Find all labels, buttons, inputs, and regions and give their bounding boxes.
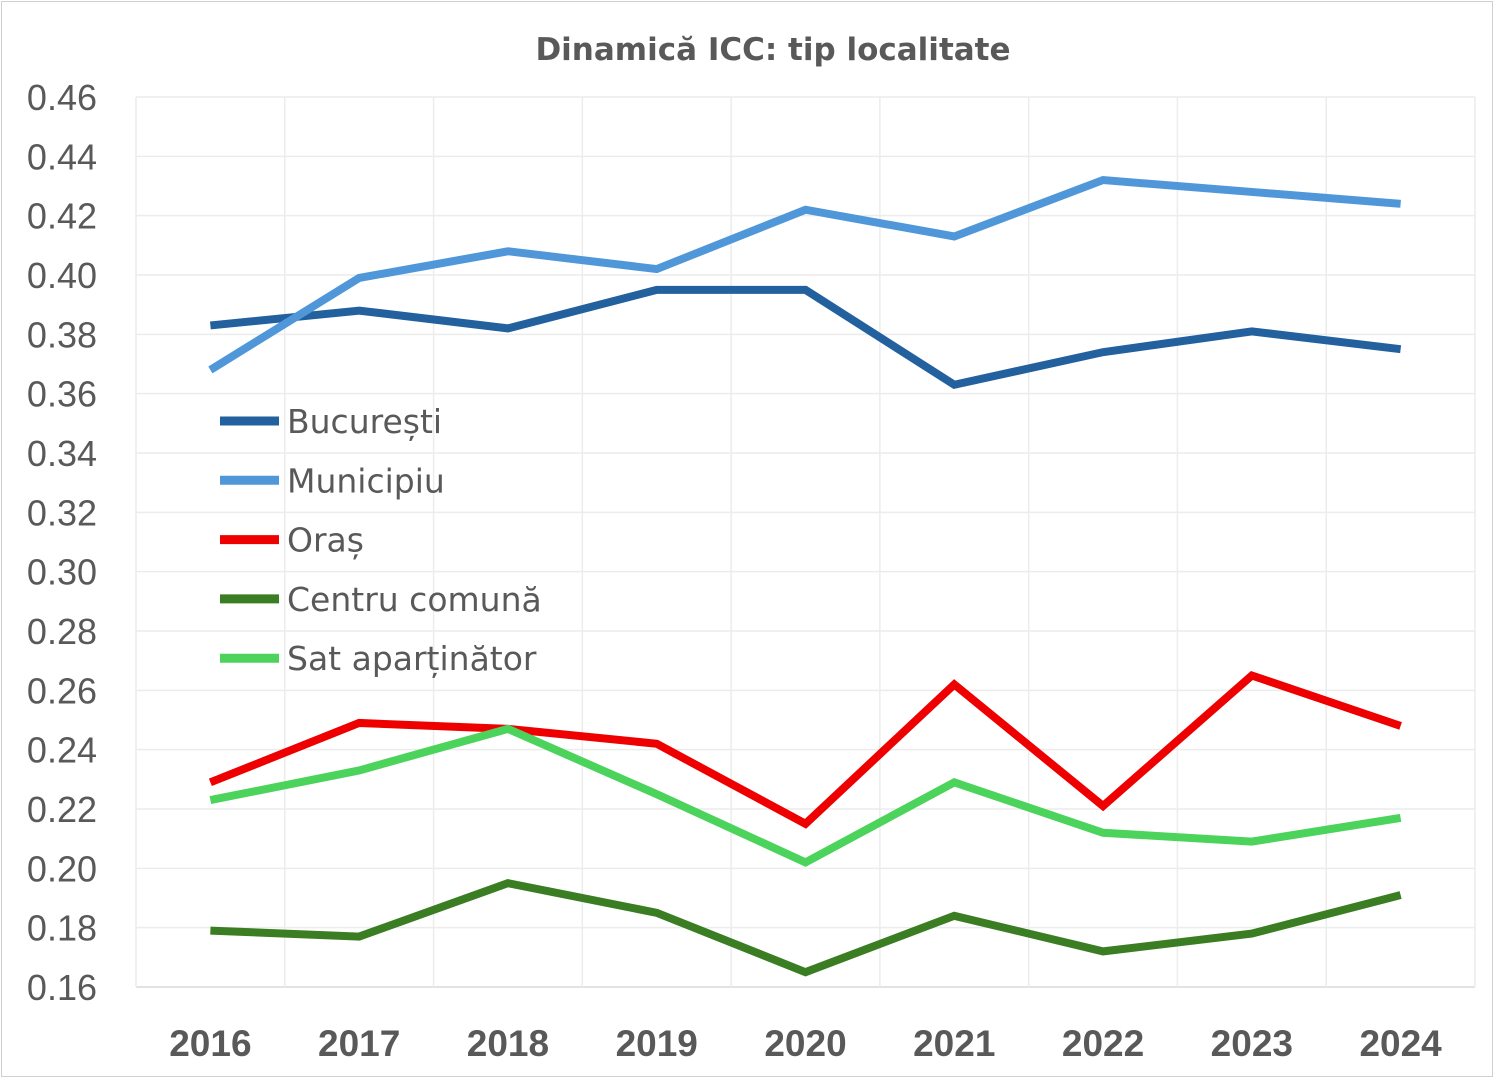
y-tick-label: 0.26	[27, 670, 97, 711]
x-tick-label: 2024	[1359, 1023, 1442, 1064]
y-tick-label: 0.40	[27, 255, 97, 296]
legend-label: București	[287, 402, 442, 441]
y-tick-label: 0.30	[27, 552, 97, 593]
series-lines	[208, 176, 1402, 977]
y-tick-label: 0.18	[27, 908, 97, 949]
legend-label: Sat aparținător	[287, 639, 537, 679]
series-0	[209, 285, 1402, 390]
series-line	[209, 285, 1402, 390]
series-2	[208, 670, 1402, 829]
series-3	[210, 879, 1402, 977]
y-tick-label: 0.20	[27, 848, 97, 889]
y-tick-label: 0.24	[27, 730, 97, 771]
legend: București Municipiu Oraș Centru comună Sat a…	[220, 402, 542, 679]
y-tick-label: 0.38	[27, 314, 97, 355]
x-tick-label: 2019	[616, 1023, 698, 1064]
x-axis-ticks: 2016 2017 2018 2019 2020 2021 2022 2023 2024	[169, 1023, 1442, 1064]
x-tick-label: 2017	[318, 1023, 400, 1064]
y-tick-label: 0.34	[27, 433, 97, 474]
y-tick-label: 0.28	[27, 611, 97, 652]
x-tick-label: 2020	[764, 1023, 846, 1064]
y-tick-label: 0.46	[27, 77, 97, 118]
series-4	[209, 724, 1402, 867]
y-tick-label: 0.36	[27, 374, 97, 415]
series-1	[208, 176, 1401, 374]
x-tick-label: 2021	[913, 1023, 995, 1064]
y-tick-label: 0.44	[27, 136, 97, 177]
x-tick-label: 2023	[1211, 1023, 1293, 1064]
y-tick-label: 0.16	[27, 967, 97, 1008]
legend-item: Municipiu	[220, 461, 445, 500]
legend-label: Oraș	[287, 521, 364, 560]
x-tick-label: 2022	[1062, 1023, 1144, 1064]
x-tick-label: 2016	[169, 1023, 251, 1064]
y-tick-label: 0.32	[27, 492, 97, 533]
y-tick-label: 0.42	[27, 196, 97, 237]
legend-label: Municipiu	[287, 461, 445, 500]
x-tick-label: 2018	[467, 1023, 549, 1064]
y-axis-ticks: 0.16 0.18 0.20 0.22 0.24 0.26 0.28 0.30 0.32 0.34…	[27, 77, 97, 1008]
legend-item: Oraș	[220, 521, 364, 560]
legend-item: București	[220, 402, 442, 441]
legend-label: Centru comună	[287, 580, 542, 619]
chart-title: Dinamică ICC: tip localitate	[535, 32, 1010, 68]
legend-item: Sat aparținător	[220, 639, 537, 679]
y-tick-label: 0.22	[27, 789, 97, 830]
legend-item: Centru comună	[220, 580, 542, 619]
